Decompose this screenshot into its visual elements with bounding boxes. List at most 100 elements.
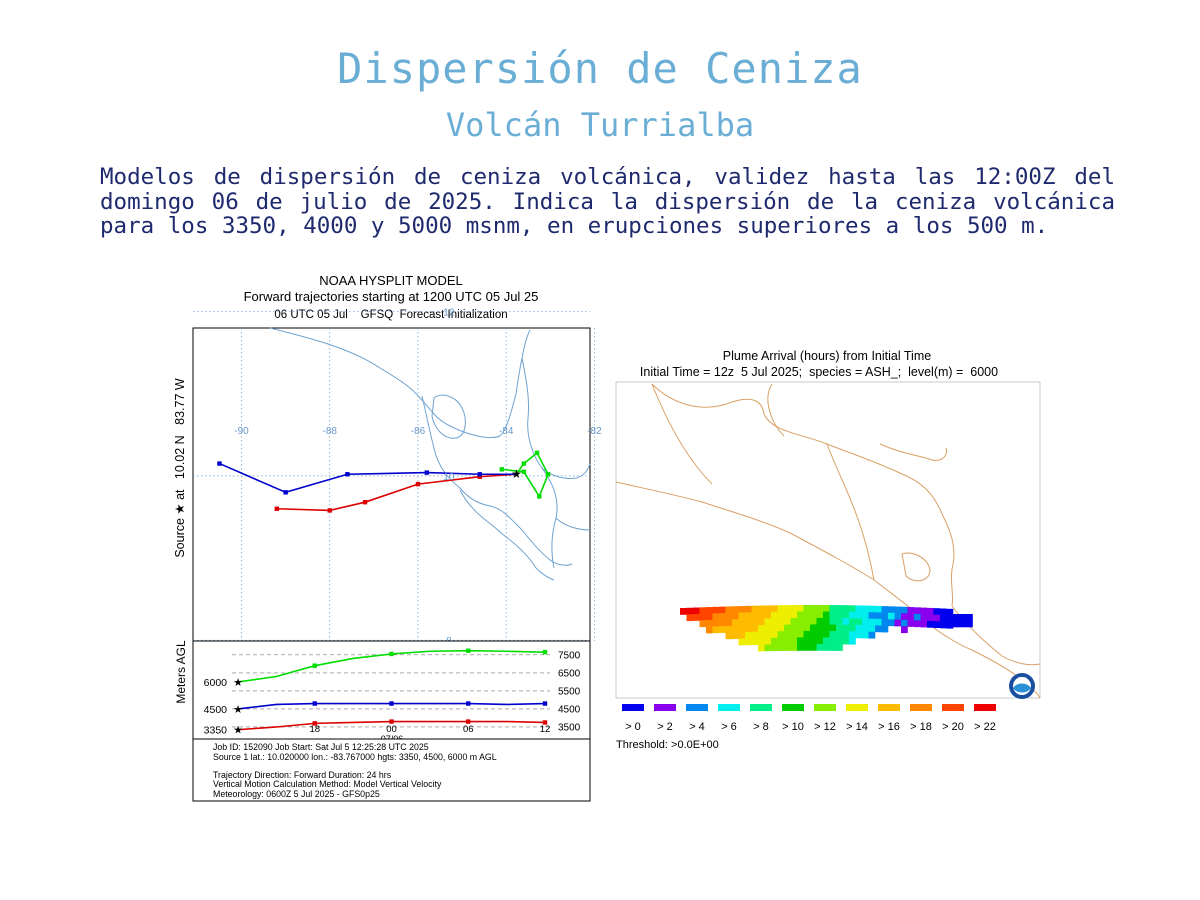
plume-cell	[933, 608, 941, 616]
plume-cell	[888, 619, 895, 627]
plume-cell	[810, 617, 817, 625]
plume-cell	[790, 637, 798, 645]
plume-cell	[803, 637, 811, 645]
height-point	[389, 651, 394, 657]
info-line: Job ID: 152090 Job Start: Sat Jul 5 12:2…	[213, 742, 429, 752]
plume-cell	[966, 620, 973, 628]
latitude-label: 12	[443, 308, 455, 319]
info-line: Meteorology: 0600Z 5 Jul 2025 - GFS0p25	[213, 789, 380, 799]
legend-label: > 0	[625, 721, 641, 733]
plume-cell	[927, 614, 934, 622]
longitude-label: -90	[234, 426, 249, 437]
plume-cell	[764, 637, 772, 645]
legend-swatch	[686, 704, 708, 711]
plume-cell	[764, 631, 772, 639]
plume-cell	[829, 605, 837, 612]
plume-cell	[803, 624, 811, 632]
plume-cell	[920, 614, 928, 621]
plume-cell	[901, 626, 908, 634]
legend-label: > 20	[942, 721, 964, 733]
longitude-label: -88	[323, 426, 338, 437]
plume-cell	[764, 624, 772, 632]
plume-cell	[751, 618, 759, 626]
plume-cell	[868, 612, 876, 620]
plume-cell	[881, 619, 889, 626]
legend-swatch	[910, 704, 932, 711]
plume-cell	[764, 605, 772, 613]
plume-title-1: Plume Arrival (hours) from Initial Time	[723, 349, 931, 363]
plume-cell	[784, 611, 791, 619]
plume-arrival-chart: Plume Arrival (hours) from Initial Time …	[615, 349, 1041, 751]
plume-cell	[771, 637, 778, 645]
plume-cell	[790, 618, 798, 625]
plume-cell	[901, 619, 908, 627]
plume-cell	[745, 631, 752, 639]
source-axis-label: Source ★ at 10.02 N 83.77 W	[173, 378, 187, 558]
plume-cell	[706, 607, 713, 614]
plume-cell	[849, 611, 856, 619]
height-point	[542, 649, 548, 655]
info-line: Vertical Motion Calculation Method: Mode…	[213, 779, 442, 789]
plume-cell	[732, 619, 739, 627]
plume-cell	[868, 618, 876, 626]
plume-cell	[745, 638, 752, 646]
plume-cell	[712, 619, 720, 627]
plume-cell	[758, 605, 765, 613]
longitude-label: -82	[587, 426, 602, 437]
height-axis-label: Meters AGL	[174, 640, 188, 704]
height-point	[466, 719, 471, 724]
plume-cell	[712, 613, 720, 621]
plume-cell	[784, 624, 791, 632]
plume-cell	[862, 631, 869, 639]
height-point	[466, 701, 471, 706]
plume-cell	[803, 611, 811, 619]
plume-cell	[745, 605, 752, 613]
plume-cell	[777, 611, 785, 619]
plume-cell	[797, 643, 804, 651]
plume-cell	[881, 612, 889, 620]
plume-cell	[836, 618, 843, 625]
height-point	[312, 721, 317, 726]
map-coastline	[269, 327, 591, 581]
plume-cell	[875, 612, 882, 620]
map-trajectories: ★	[217, 450, 551, 513]
plume-cell	[933, 621, 941, 629]
plume-cell	[706, 613, 713, 621]
plume-cell	[816, 643, 824, 651]
map-panel	[192, 327, 591, 642]
legend-label: > 18	[910, 721, 932, 733]
height-series: ★ ★ ★	[233, 648, 548, 737]
plume-cell	[810, 624, 817, 632]
plume-cell	[790, 624, 798, 632]
plume-cell	[758, 625, 765, 632]
plume-cell	[842, 624, 850, 632]
height-x-tick: 00	[386, 724, 397, 735]
plume-cell	[797, 611, 804, 619]
height-x-tick: 12	[540, 724, 551, 735]
plume-cell	[940, 621, 947, 629]
plume-cell	[758, 644, 765, 652]
plume-cell	[719, 626, 726, 633]
legend-swatch	[814, 704, 836, 711]
plume-cell	[719, 619, 726, 627]
plume-cell	[823, 643, 830, 651]
trajectory-point	[499, 467, 504, 472]
longitude-label: -86	[411, 426, 426, 437]
height-right-labels: 7500 6500 5500 4500 3500	[558, 650, 581, 733]
height-left-label: 6000	[204, 677, 228, 689]
latitude-label: 10	[443, 472, 455, 483]
noaa-logo-text: NOAA	[1018, 676, 1027, 680]
plume-cell	[829, 618, 837, 625]
plume-cell	[758, 612, 765, 619]
plume-cell	[777, 624, 785, 632]
plume-cell	[790, 644, 798, 651]
plume-cell	[751, 638, 759, 645]
plume-cell	[784, 644, 791, 651]
plume-cell	[777, 637, 785, 645]
plume-cell	[862, 605, 869, 613]
plume-cell	[907, 607, 915, 614]
plume-cell	[842, 637, 850, 645]
plume-cell	[868, 605, 876, 613]
plume-cell	[823, 637, 830, 645]
plume-cell	[829, 637, 837, 645]
